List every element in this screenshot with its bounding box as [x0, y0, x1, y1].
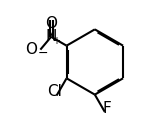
Text: Cl: Cl: [47, 84, 62, 99]
Text: O: O: [25, 42, 37, 57]
Text: F: F: [102, 101, 111, 116]
Text: +: +: [52, 36, 60, 46]
Text: N: N: [46, 29, 57, 44]
Text: −: −: [38, 47, 48, 60]
Text: O: O: [45, 16, 57, 31]
